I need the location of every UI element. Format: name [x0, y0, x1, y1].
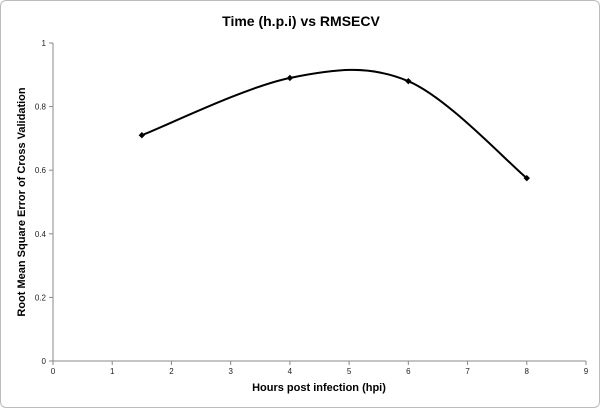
- x-tick-label: 9: [584, 367, 589, 376]
- series-layer: [138, 68, 530, 182]
- y-tick-label: 1: [42, 39, 47, 48]
- series-line: [141, 68, 528, 179]
- y-ticks: 0 0.2 0.4 0.6 0.8 1: [35, 39, 53, 366]
- x-tick-label: 3: [228, 367, 233, 376]
- x-tick-label: 6: [406, 367, 411, 376]
- chart-title: Time (h.p.i) vs RMSECV: [222, 13, 380, 29]
- x-tick-label: 8: [525, 367, 530, 376]
- y-tick-label: 0.2: [35, 293, 47, 302]
- x-tick-label: 2: [169, 367, 174, 376]
- data-point-marker: [286, 74, 294, 82]
- y-tick-label: 0.8: [35, 103, 47, 112]
- x-axis-label: Hours post infection (hpi): [252, 382, 386, 394]
- x-ticks: 0 1 2 3 4 5 6 7 8 9: [51, 361, 589, 376]
- x-tick-label: 0: [51, 367, 56, 376]
- x-tick-label: 1: [110, 367, 115, 376]
- y-axis-label: Root Mean Square Error of Cross Validati…: [16, 87, 28, 316]
- data-point-marker: [523, 174, 530, 182]
- x-tick-label: 7: [465, 367, 470, 376]
- data-point-marker: [405, 77, 412, 85]
- y-tick-label: 0.4: [35, 230, 47, 239]
- data-point-marker: [138, 132, 146, 139]
- y-tick-label: 0.6: [35, 166, 47, 175]
- y-tick-label: 0: [42, 357, 47, 366]
- x-tick-label: 4: [288, 367, 293, 376]
- x-tick-label: 5: [347, 367, 352, 376]
